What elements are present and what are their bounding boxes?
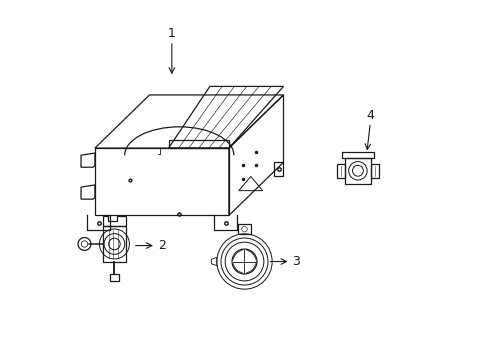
Text: 3: 3 <box>292 255 300 268</box>
Text: 4: 4 <box>366 108 373 122</box>
Text: 1: 1 <box>167 27 175 40</box>
Text: 2: 2 <box>157 239 165 252</box>
